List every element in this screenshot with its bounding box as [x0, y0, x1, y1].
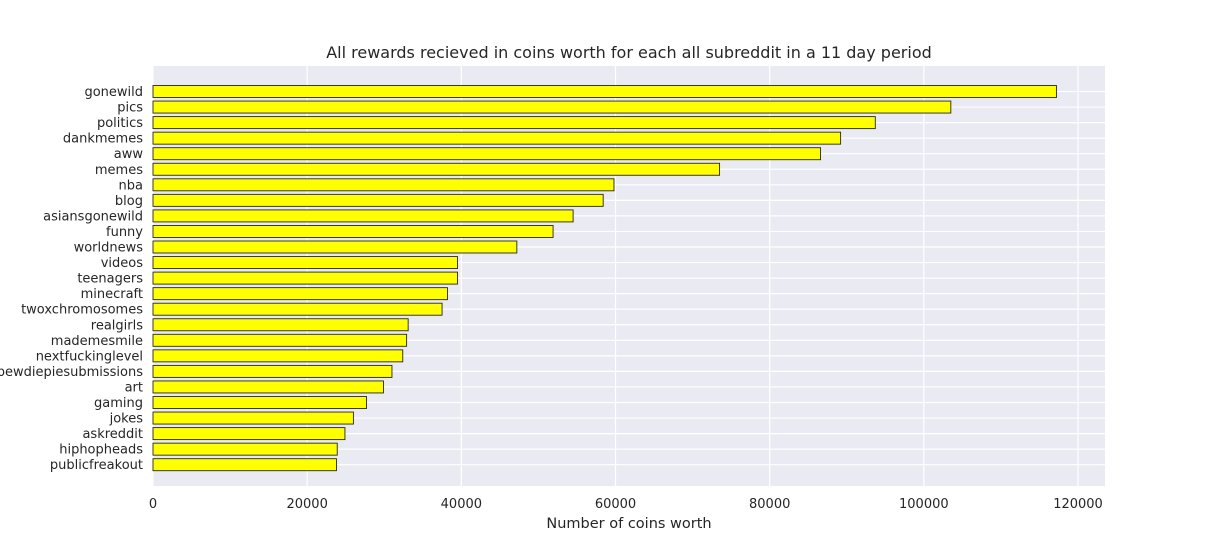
- y-tick-label: hiphopheads: [59, 443, 143, 458]
- bar-art: [152, 380, 384, 394]
- y-tick-label: videos: [101, 256, 144, 271]
- x-tick-label: 20000: [286, 497, 327, 512]
- y-tick-labels: gonewildpicspoliticsdankmemesawwmemesnba…: [0, 85, 143, 473]
- y-tick-label: realgirls: [91, 318, 143, 333]
- y-tick-label: worldnews: [74, 241, 144, 256]
- bar-politics: [152, 116, 876, 130]
- y-tick-label: pewdiepiesubmissions: [0, 365, 143, 380]
- bar-mademesmile: [152, 333, 408, 347]
- bar-funny: [152, 224, 554, 238]
- y-tick-label: dankmemes: [63, 132, 143, 147]
- y-tick-label: gaming: [94, 396, 143, 411]
- x-axis-label: Number of coins worth: [546, 516, 711, 532]
- y-tick-label: funny: [106, 225, 143, 240]
- bar-twoxchromosomes: [152, 302, 443, 316]
- bar-jokes: [152, 411, 354, 425]
- y-tick-label: minecraft: [81, 287, 143, 302]
- y-tick-label: publicfreakout: [50, 458, 143, 473]
- x-tick-label: 40000: [441, 497, 482, 512]
- y-tick-label: twoxchromosomes: [21, 303, 143, 318]
- bar-publicfreakout: [152, 458, 337, 472]
- y-tick-label: blog: [115, 194, 143, 209]
- x-tick-label: 80000: [749, 497, 790, 512]
- bar-pics: [152, 100, 952, 114]
- x-tick-label: 60000: [595, 497, 636, 512]
- bar-minecraft: [152, 287, 448, 301]
- y-tick-label: askreddit: [82, 427, 143, 442]
- bar-nba: [152, 178, 615, 192]
- bar-blog: [152, 193, 604, 207]
- x-tick-label: 100000: [899, 497, 949, 512]
- bar-hiphopheads: [152, 442, 338, 456]
- bar-pewdiepiesubmissions: [152, 364, 393, 378]
- bar-askreddit: [152, 427, 346, 441]
- y-tick-label: art: [125, 380, 143, 395]
- bar-gaming: [152, 396, 367, 409]
- bar-memes: [152, 162, 721, 176]
- bar-asiansgonewild: [152, 209, 574, 223]
- x-tick-label: 0: [149, 497, 157, 512]
- bar-teenagers: [152, 271, 458, 285]
- bar-videos: [152, 256, 458, 269]
- bar-aww: [152, 147, 822, 161]
- bar-gonewild: [152, 85, 1057, 98]
- y-tick-label: aww: [114, 147, 144, 162]
- y-tick-label: asiansgonewild: [43, 209, 143, 224]
- y-tick-label: mademesmile: [51, 334, 143, 349]
- chart-title: All rewards recieved in coins worth for …: [326, 43, 932, 62]
- bar-realgirls: [152, 318, 409, 332]
- y-tick-label: politics: [97, 116, 143, 131]
- y-tick-label: nextfuckinglevel: [36, 349, 143, 364]
- bars: [152, 85, 1057, 472]
- y-tick-label: jokes: [109, 412, 144, 427]
- y-tick-label: pics: [117, 101, 143, 116]
- y-tick-label: gonewild: [84, 85, 143, 100]
- bar-worldnews: [152, 240, 518, 254]
- y-tick-label: nba: [119, 178, 143, 193]
- bar-nextfuckinglevel: [152, 349, 404, 363]
- y-tick-label: teenagers: [77, 272, 143, 287]
- y-tick-label: memes: [95, 163, 143, 178]
- bar-dankmemes: [152, 131, 842, 145]
- x-tick-label: 120000: [1053, 497, 1103, 512]
- x-tick-labels: 0 20000 40000 60000 80000 100000 120000: [149, 497, 1103, 512]
